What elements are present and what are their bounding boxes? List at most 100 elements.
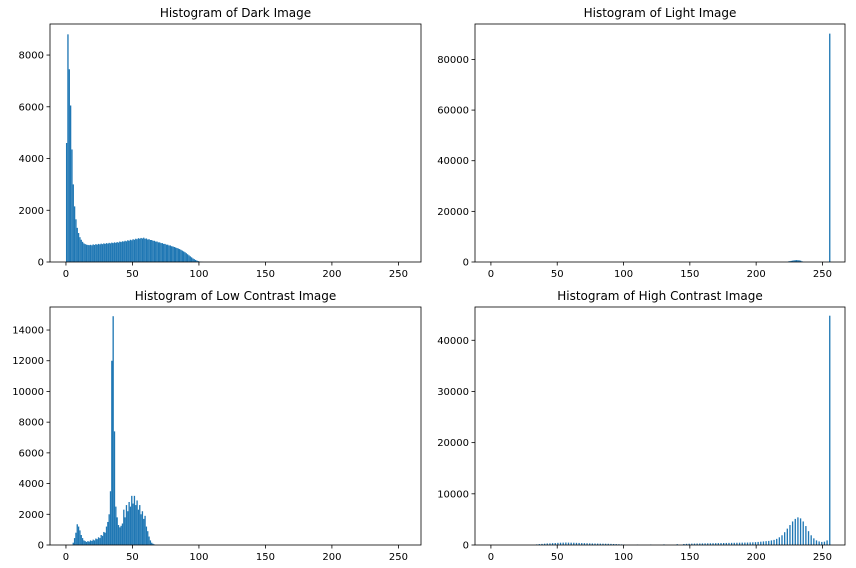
- histogram-bar: [786, 528, 788, 545]
- y-tick-label: 0: [38, 541, 44, 552]
- histogram-bar: [163, 243, 165, 262]
- histogram-bar: [104, 243, 106, 262]
- histogram-bar: [65, 143, 68, 262]
- histogram-bar: [131, 495, 133, 545]
- histogram-bar: [741, 542, 743, 545]
- histogram-bar: [797, 517, 799, 545]
- histogram-bar: [778, 537, 781, 545]
- x-tick-label: 100: [614, 269, 633, 280]
- histogram-bar: [693, 543, 696, 545]
- histogram-bar: [137, 509, 140, 545]
- histogram-bar: [125, 505, 128, 545]
- histogram-bar: [554, 543, 556, 545]
- histogram-bar: [83, 540, 85, 545]
- histogram-bar: [93, 244, 96, 262]
- histogram-bar: [128, 240, 130, 262]
- light-image-histogram-panel: Histogram of Light Image 0 50 100 150 200 250 0…: [437, 6, 846, 280]
- histogram-bar: [793, 260, 795, 262]
- histogram-bar: [91, 541, 93, 545]
- histogram-bar: [67, 34, 69, 262]
- x-tick-label: 250: [389, 269, 408, 280]
- x-tick-label: 200: [322, 269, 341, 280]
- y-tick-label: 30000: [437, 387, 469, 398]
- histogram-bar: [570, 542, 572, 545]
- histogram-bar: [177, 248, 179, 262]
- y-tick-label: 40000: [437, 336, 469, 347]
- histogram-bar: [84, 541, 86, 545]
- histogram-bar: [127, 511, 129, 545]
- histogram-bar: [99, 538, 101, 545]
- histogram-bar: [101, 535, 104, 545]
- histogram-bar: [69, 105, 72, 263]
- histogram-bar: [97, 243, 100, 262]
- histogram-bar: [105, 526, 108, 545]
- histogram-bar: [176, 248, 178, 262]
- histogram-bar: [733, 542, 735, 545]
- histogram-bar: [797, 260, 799, 262]
- y-tick-label: 6000: [19, 102, 44, 113]
- histogram-bar: [100, 243, 102, 262]
- histogram-bar: [135, 505, 137, 545]
- histogram-bar: [115, 506, 117, 545]
- y-tick-label: 0: [38, 258, 44, 269]
- y-tick-label: 20000: [437, 207, 469, 218]
- axes-frame: [474, 306, 846, 546]
- y-tick-label: 20000: [437, 438, 469, 449]
- histogram-bar: [781, 535, 783, 545]
- histogram-bar: [109, 491, 112, 545]
- histogram-bar: [157, 242, 160, 262]
- histogram-bar: [145, 526, 148, 545]
- histogram-bar: [109, 243, 112, 262]
- histogram-bar: [586, 543, 588, 545]
- histogram-bar: [762, 541, 765, 545]
- chart-title-high-contrast: Histogram of High Contrast Image: [557, 289, 763, 303]
- histogram-bar: [562, 542, 564, 545]
- histogram-bar: [75, 532, 77, 545]
- histogram-bar: [192, 258, 194, 262]
- histogram-bar: [144, 238, 146, 262]
- chart-title-light: Histogram of Light Image: [584, 6, 737, 20]
- histogram-bar: [557, 542, 559, 545]
- histogram-bar: [89, 244, 92, 262]
- histogram-bar: [171, 246, 173, 262]
- histogram-bar: [604, 543, 607, 545]
- histogram-bar: [136, 239, 138, 262]
- x-tick-label: 250: [813, 269, 832, 280]
- histogram-bar: [784, 532, 786, 545]
- x-tick-label: 50: [126, 552, 139, 563]
- x-tick-label: 250: [813, 552, 832, 563]
- y-tick-label: 10000: [437, 489, 469, 500]
- histogram-bar: [156, 241, 158, 262]
- histogram-bar: [132, 239, 134, 262]
- histogram-bar: [185, 253, 187, 262]
- histogram-bar: [151, 542, 153, 545]
- histogram-bar: [73, 206, 76, 262]
- histogram-bar: [77, 233, 80, 262]
- histogram-bar: [147, 531, 149, 545]
- histogram-bar: [113, 431, 116, 545]
- histogram-bar: [551, 543, 554, 545]
- histogram-bar: [699, 543, 701, 545]
- histogram-bar: [802, 521, 804, 545]
- histogram-bar: [107, 521, 109, 545]
- histogram-bar: [115, 242, 117, 262]
- histogram-bar: [88, 541, 90, 545]
- histogram-bar: [79, 237, 81, 262]
- histogram-bar: [717, 543, 720, 545]
- histogram-bar: [136, 500, 138, 545]
- histogram-bar: [186, 254, 189, 262]
- histogram-bar: [790, 260, 792, 262]
- histogram-bar: [794, 518, 796, 545]
- histogram-bar: [80, 239, 82, 262]
- x-tick-label: 0: [63, 269, 69, 280]
- x-tick-label: 100: [189, 552, 208, 563]
- histogram-bar: [76, 227, 78, 262]
- histogram-bar: [168, 245, 170, 262]
- high-contrast-image-histogram-panel: Histogram of High Contrast Image 0 50 100 15…: [437, 289, 846, 563]
- histogram-bar: [815, 540, 818, 545]
- histogram-bar: [129, 239, 132, 262]
- histogram-bar: [85, 244, 88, 262]
- axes-frame: [49, 306, 422, 546]
- histogram-bar: [615, 544, 617, 545]
